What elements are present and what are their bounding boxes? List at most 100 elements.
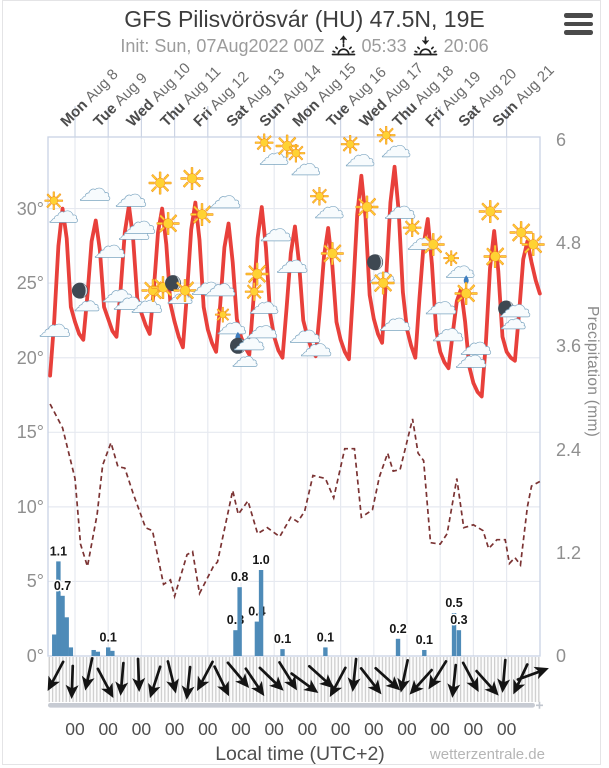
svg-text:☀: ☀	[172, 275, 199, 310]
precip-bar-label: 1.1	[50, 544, 67, 558]
precip-bar	[56, 561, 61, 656]
wind-arrow	[81, 656, 95, 691]
svg-text:☁: ☁	[124, 203, 156, 241]
temperature-curve	[48, 164, 542, 399]
svg-text:☁: ☁	[425, 284, 457, 322]
weather-icon-cloud: ☁	[208, 177, 241, 216]
weather-icon-sun: ☀	[243, 258, 271, 294]
svg-text:☁: ☁	[260, 211, 292, 249]
wind-arrow	[329, 666, 347, 698]
wind-arrow	[497, 658, 511, 693]
precip-bar	[451, 613, 457, 656]
svg-text:☁: ☁	[94, 227, 126, 265]
svg-text:☀: ☀	[477, 196, 504, 231]
weather-icon-cloud: ☁	[78, 169, 111, 208]
weather-icon-sun: ☀	[419, 228, 447, 264]
timeline-scrollbar[interactable]	[48, 703, 535, 708]
precip-bar-label: 0.7	[54, 579, 71, 593]
wind-arrow	[374, 666, 401, 691]
wind-arrow	[409, 668, 433, 695]
weather-icon-cloud: ☁	[276, 241, 309, 280]
x-axis-title: Local time (UTC+2)	[215, 743, 385, 765]
svg-text:☁: ☁	[369, 259, 395, 289]
wind-arrow	[397, 658, 411, 693]
precip-bar	[422, 649, 427, 656]
svg-text:☁: ☁	[102, 272, 134, 310]
precip-bars: 1.10.70.10.30.80.41.00.1 0.10.20.10.50.3	[48, 543, 469, 656]
weather-icon-cloud: ☁	[203, 265, 236, 304]
svg-text:☀: ☀	[214, 303, 232, 327]
precip-bar	[233, 630, 238, 656]
weather-icon-sun: ☀	[154, 207, 182, 243]
hour-label: 00	[231, 719, 251, 739]
weather-icon-cloud: ☁	[101, 271, 134, 310]
weather-icon-sun: ☀	[171, 274, 199, 310]
precip-bar	[52, 634, 57, 656]
weather-icon-suncloud: ☀☁	[42, 187, 79, 231]
svg-text:☀: ☀	[319, 237, 346, 272]
wind-arrow	[461, 661, 479, 693]
weather-icon-cloud: ☁	[123, 202, 156, 241]
precip-bar	[60, 595, 65, 656]
svg-text:☀: ☀	[375, 122, 397, 150]
precipitation-axis-title: Precipitation (mm)	[584, 306, 601, 438]
wind-arrow	[290, 672, 319, 693]
svg-text:☁: ☁	[345, 138, 375, 173]
svg-text:☁: ☁	[74, 288, 100, 318]
wind-arrow	[513, 663, 529, 695]
weather-icon-mooncloud: ☁	[71, 282, 101, 318]
menu-button[interactable]	[564, 13, 593, 35]
dewpoint-curve	[49, 403, 541, 600]
precip-axis-label: 4.8	[556, 233, 582, 254]
wind-arrow	[166, 660, 179, 694]
weather-icon-cloud: ☁	[378, 299, 411, 338]
weather-icon-sun: ☀	[369, 267, 397, 303]
page-title: GFS Pilisvörösvár (HU) 47.5N, 19E	[124, 6, 485, 32]
wind-arrow	[226, 661, 250, 689]
wind-arrow	[148, 665, 162, 699]
svg-text:☁: ☁	[115, 176, 147, 214]
svg-text:☁: ☁	[233, 319, 265, 357]
sunrise-time: 05:33	[361, 35, 407, 56]
weather-icon-cloud: ☁	[245, 307, 278, 346]
svg-text:☀: ☀	[354, 191, 381, 226]
precip-bar	[95, 651, 101, 656]
svg-text:☁: ☁	[384, 188, 416, 226]
weather-icon-suncloud: ☀☁	[339, 130, 376, 174]
wind-arrow	[197, 660, 214, 692]
hour-label: 00	[98, 719, 118, 739]
precip-bar	[237, 587, 242, 656]
hour-label: 00	[430, 719, 450, 739]
svg-text:☁: ☁	[246, 307, 278, 345]
svg-text:☁: ☁	[381, 130, 411, 165]
svg-text:☀: ☀	[520, 228, 547, 263]
weather-icon-cloud: ☁	[233, 319, 266, 358]
hour-label: 00	[463, 719, 484, 739]
svg-text:☁: ☁	[460, 324, 492, 362]
svg-text:☀: ☀	[420, 228, 447, 263]
svg-text:☁: ☁	[314, 191, 344, 226]
svg-text:☁: ☁	[232, 343, 258, 373]
svg-text:☀: ☀	[155, 208, 182, 243]
sunrise-icon	[331, 35, 355, 56]
weather-icon-mooncloud: ☁	[367, 254, 396, 290]
hour-label: 00	[198, 719, 218, 739]
wind-arrow	[347, 657, 361, 692]
weather-icon-cloud: ☁	[93, 226, 126, 265]
svg-text:☁: ☁	[259, 137, 289, 172]
temp-axis-label: 25°	[16, 273, 44, 294]
precip-bar	[106, 647, 111, 656]
svg-text:☁: ☁	[291, 147, 321, 182]
weather-icon-cloud: ☁	[130, 281, 163, 320]
svg-text:☁: ☁	[217, 306, 247, 341]
weather-icon-cloud: ☁	[259, 210, 292, 249]
svg-text:☀: ☀	[253, 129, 275, 157]
wind-arrow	[307, 664, 334, 689]
svg-text:☀: ☀	[339, 131, 361, 159]
hour-label: 00	[297, 719, 318, 739]
wind-arrow	[428, 660, 448, 690]
weather-icon-cloudrain: ☀☁	[442, 246, 476, 286]
svg-text:☀: ☀	[508, 216, 535, 251]
precip-bar-label: 0.1	[100, 630, 117, 644]
